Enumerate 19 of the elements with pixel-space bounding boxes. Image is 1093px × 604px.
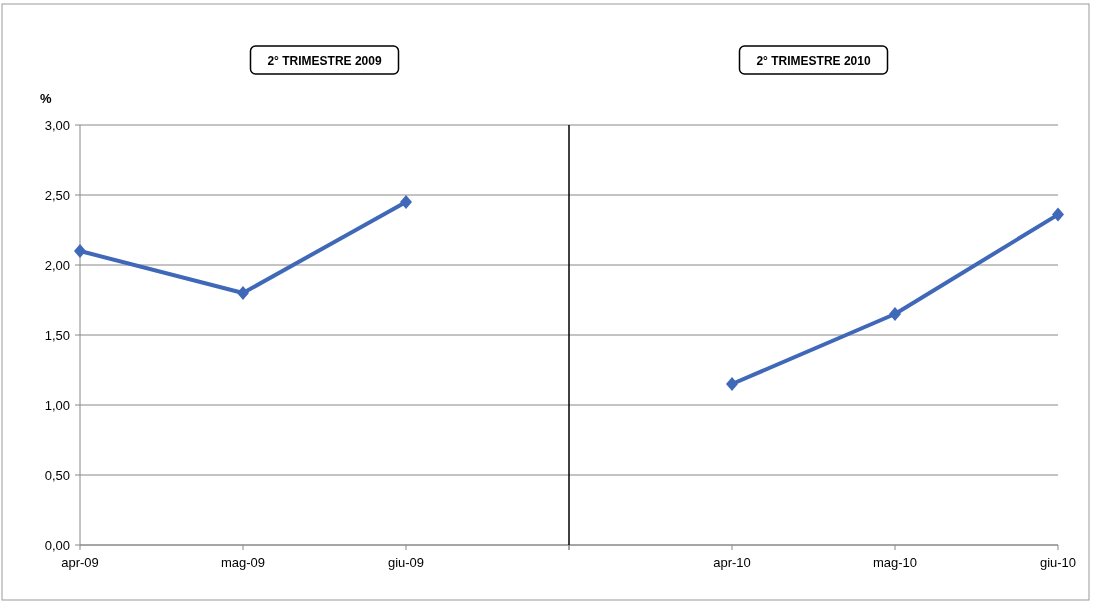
chart-title: 2° TRIMESTRE 2009 [267,54,382,68]
x-tick-label: mag-10 [872,555,918,570]
y-tick-label: 2,00 [44,257,70,273]
y-tick-label: 2,50 [44,187,70,203]
x-tick-label: mag-09 [220,555,266,570]
chart-title: 2° TRIMESTRE 2010 [756,54,871,68]
point [400,195,412,209]
y-axis-title: % [40,91,52,106]
y-tick-label: 0,50 [44,467,70,483]
y-tick-label: 3,00 [44,117,70,133]
point [74,244,86,258]
x-tick-label: apr-10 [713,555,751,570]
x-tick-label: giu-10 [1039,555,1077,570]
x-tick-label: giu-09 [387,555,425,570]
y-tick-label: 1,00 [44,397,70,413]
y-tick-label: 0,00 [44,537,70,553]
point [237,286,249,300]
x-tick-label: apr-09 [61,555,99,570]
y-tick-label: 1,50 [44,327,70,343]
